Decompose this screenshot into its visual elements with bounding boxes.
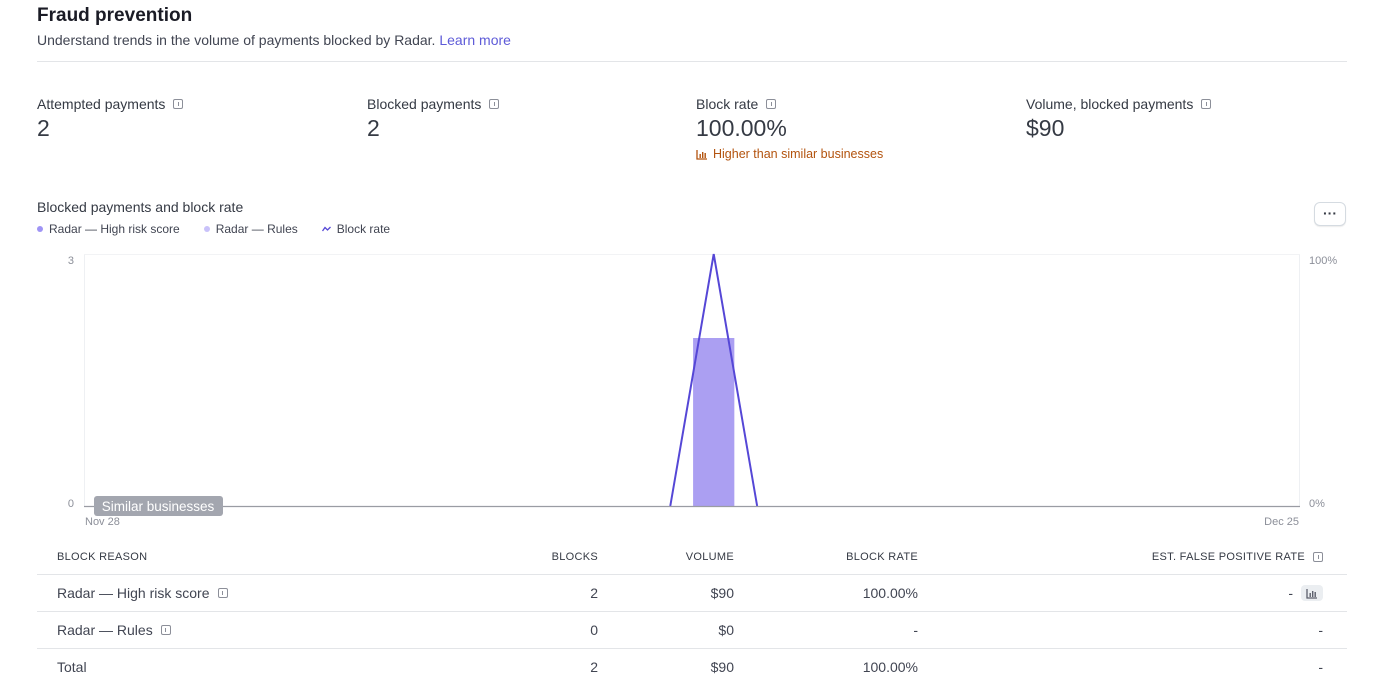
metric-label: Block rate: [696, 96, 759, 112]
more-options-button[interactable]: ···: [1314, 202, 1346, 226]
legend-dot-icon: [203, 226, 210, 232]
metric-label: Attempted payments: [37, 96, 166, 112]
bar-chart-icon: [1306, 588, 1317, 599]
legend-item-high-risk[interactable]: Radar — High risk score: [37, 222, 180, 236]
learn-more-link[interactable]: Learn more: [439, 32, 511, 48]
info-icon[interactable]: [217, 588, 228, 598]
column-header-label: EST. FALSE POSITIVE RATE: [1151, 551, 1305, 563]
block-rate-cell: 100.00%: [862, 659, 918, 675]
metric-value: $90: [1026, 115, 1065, 141]
table-total-row: Total 2 $90 100.00% -: [37, 649, 1347, 685]
block-reason-label: Radar — High risk score: [57, 585, 210, 601]
y-tick-label: 0: [68, 498, 74, 510]
false-positive-rate-value: -: [1288, 585, 1293, 601]
info-icon[interactable]: [1201, 99, 1212, 109]
blocks-cell: 0: [590, 622, 598, 638]
column-header-volume[interactable]: VOLUME: [685, 551, 734, 563]
column-header-block-rate[interactable]: BLOCK RATE: [846, 551, 918, 563]
info-icon[interactable]: [766, 99, 777, 109]
y2-tick-label: 0%: [1309, 498, 1325, 510]
false-positive-rate-cell: -: [1288, 575, 1323, 611]
legend-item-rules[interactable]: Radar — Rules: [203, 222, 298, 236]
total-label: Total: [57, 659, 87, 675]
block-reasons-table: BLOCK REASON BLOCKS VOLUME BLOCK RATE ES…: [37, 540, 1347, 685]
page-title: Fraud prevention: [37, 5, 193, 26]
metric-volume-blocked: Volume, blocked payments $90: [1026, 96, 1212, 142]
blocked-payments-chart: 3 0 100% 0% Nov 28 Dec 25 Similar busine…: [68, 253, 1337, 528]
trend-text: Higher than similar businesses: [713, 147, 884, 161]
volume-cell: $90: [710, 585, 734, 601]
trend-indicator[interactable]: Higher than similar businesses: [696, 147, 883, 161]
table-header-row: BLOCK REASON BLOCKS VOLUME BLOCK RATE ES…: [37, 540, 1347, 575]
subtitle-text: Understand trends in the volume of payme…: [37, 32, 436, 48]
header-divider: [37, 61, 1347, 62]
info-icon[interactable]: [160, 625, 171, 635]
x-tick-label: Nov 28: [85, 516, 120, 528]
column-header-block-reason[interactable]: BLOCK REASON: [57, 551, 148, 563]
info-icon[interactable]: [489, 99, 500, 109]
column-header-false-positive-rate[interactable]: EST. FALSE POSITIVE RATE: [1152, 540, 1323, 574]
block-rate-cell: 100.00%: [862, 585, 918, 601]
metric-attempted-payments: Attempted payments 2: [37, 96, 184, 142]
metric-blocked-payments: Blocked payments 2: [367, 96, 500, 142]
blocks-cell: 2: [590, 659, 598, 675]
table-row: Radar — High risk score 2 $90 100.00% -: [37, 575, 1347, 612]
legend-label: Radar — High risk score: [49, 222, 180, 236]
similar-businesses-label: Similar businesses: [102, 499, 215, 514]
legend-label: Radar — Rules: [215, 222, 298, 236]
chart-legend: Radar — High risk score Radar — Rules Bl…: [37, 222, 390, 236]
info-icon[interactable]: [1313, 552, 1323, 562]
block-rate-cell: -: [913, 622, 918, 638]
legend-dot-icon: [37, 226, 43, 232]
metric-value: 100.00%: [696, 115, 787, 141]
y-tick-label: 3: [68, 255, 74, 267]
false-positive-rate-cell: -: [1318, 622, 1323, 638]
line-swatch-icon: [321, 226, 331, 232]
page-subtitle: Understand trends in the volume of payme…: [37, 32, 511, 48]
x-tick-label: Dec 25: [1264, 516, 1299, 528]
block-reason-cell: Radar — Rules: [57, 612, 171, 648]
bar-radar-high-risk-score[interactable]: [693, 338, 735, 506]
volume-cell: $90: [710, 659, 734, 675]
view-chart-button[interactable]: [1301, 585, 1323, 601]
block-reason-cell: Radar — High risk score: [57, 575, 228, 611]
info-icon[interactable]: [173, 99, 184, 109]
bar-chart-icon: [696, 149, 707, 160]
column-header-blocks[interactable]: BLOCKS: [551, 551, 598, 563]
metric-value: 2: [37, 115, 50, 141]
metric-label: Blocked payments: [367, 96, 482, 112]
volume-cell: $0: [718, 622, 734, 638]
table-row: Radar — Rules 0 $0 - -: [37, 612, 1347, 649]
similar-businesses-badge[interactable]: [94, 496, 223, 516]
false-positive-rate-cell: -: [1318, 659, 1323, 675]
chart-title: Blocked payments and block rate: [37, 199, 244, 215]
blocks-cell: 2: [590, 585, 598, 601]
metric-value: 2: [367, 115, 380, 141]
metric-label: Volume, blocked payments: [1026, 96, 1194, 112]
y2-tick-label: 100%: [1309, 255, 1337, 267]
legend-item-block-rate[interactable]: Block rate: [321, 222, 391, 236]
block-reason-label: Radar — Rules: [57, 622, 153, 638]
metric-block-rate: Block rate 100.00% Higher than similar b…: [696, 96, 883, 161]
legend-label: Block rate: [336, 222, 391, 236]
block-rate-line[interactable]: [669, 253, 759, 507]
